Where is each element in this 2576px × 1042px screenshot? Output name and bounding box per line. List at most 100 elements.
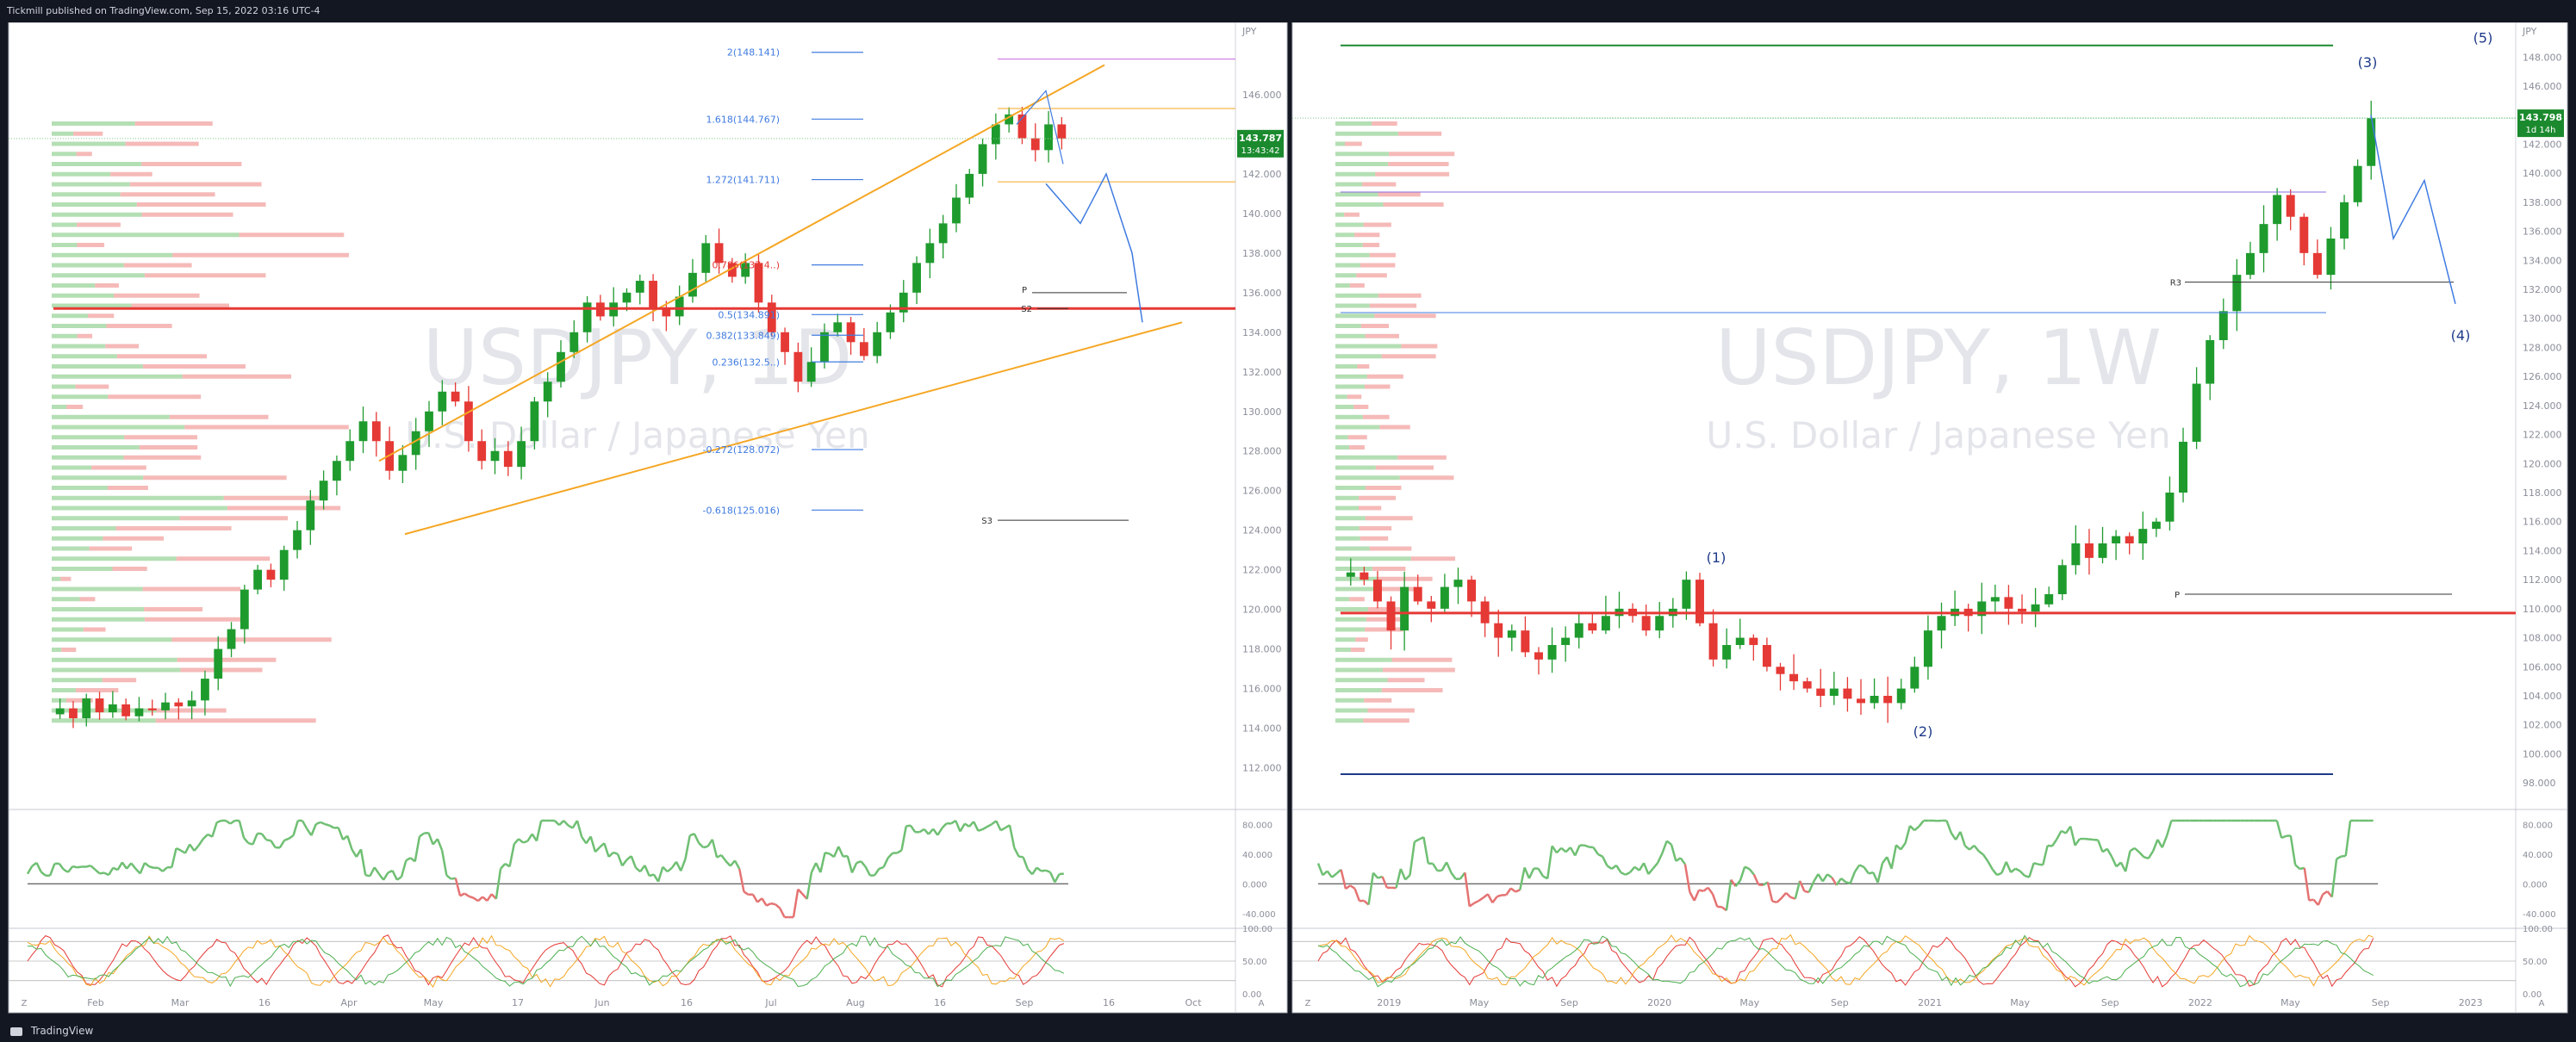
chart-canvas[interactable]: USDJPY, 1D U.S. Dollar / Japanese Yen 146.… — [0, 22, 2576, 1020]
left-chart-rsi-line — [882, 857, 889, 868]
right-chart-volume-profile-bar — [1374, 313, 1436, 319]
right-chart-rsi-line — [2111, 856, 2118, 867]
left-chart-price-tick: 138.000 — [1242, 248, 1282, 259]
right-chart-rsi-line — [1890, 845, 1898, 869]
left-chart-volume-profile-bar — [103, 536, 165, 541]
left-chart-candle-body — [1044, 124, 1053, 151]
left-chart-candle-body — [227, 629, 236, 649]
left-chart-rsi-line — [445, 874, 452, 880]
fib-level-label: 2(148.141) — [727, 47, 780, 59]
right-chart-rsi-line — [1831, 877, 1838, 886]
right-chart-price-tick: 122.000 — [2523, 430, 2562, 441]
right-chart-rsi-line — [1377, 875, 1383, 879]
left-chart-rsi-line — [955, 820, 961, 832]
right-chart-rsi-line — [1730, 878, 1737, 887]
left-chart-rsi-line — [139, 862, 146, 874]
left-chart-rsi-line — [563, 820, 569, 827]
right-chart-candle-body — [2326, 239, 2336, 276]
right-chart-volume-profile-bar — [1363, 718, 1409, 723]
left-chart-volume-profile-bar — [52, 657, 177, 662]
right-chart-candle-body — [1735, 637, 1745, 645]
left-chart-candle-body — [754, 263, 763, 303]
right-chart-rsi-line — [1340, 869, 1347, 890]
left-chart-volume-profile-bar — [52, 536, 103, 541]
right-chart-candle-body — [2273, 195, 2282, 225]
right-chart-volume-profile-bar — [1335, 394, 1347, 400]
right-chart-volume-profile-bar — [1365, 627, 1403, 632]
left-chart-rsi-line — [850, 862, 858, 873]
right-chart-volume-profile-bar — [1335, 141, 1345, 146]
left-chart-volume-profile-bar — [52, 131, 74, 136]
right-chart-watermark-symbol: USDJPY, 1W — [1715, 313, 2162, 402]
right-chart-rsi-line — [1748, 868, 1755, 876]
right-chart-volume-profile-bar — [1369, 252, 1396, 257]
right-chart-stoch-tick: 0.00 — [2523, 990, 2542, 1000]
right-chart-volume-profile-bar — [1382, 667, 1455, 673]
left-chart-rsi-line — [216, 819, 222, 824]
left-chart-currency-label: JPY — [1241, 26, 1257, 37]
right-chart-price-tick: 112.000 — [2523, 574, 2562, 586]
left-chart-price-tick: 112.000 — [1242, 763, 1282, 774]
right-chart-rsi-line — [2322, 890, 2329, 896]
right-chart-rsi-line — [1840, 878, 1847, 884]
right-chart-volume-profile-bar — [1335, 374, 1367, 379]
right-chart-rsi-line — [1996, 871, 2002, 877]
right-chart-rsi-line — [2289, 835, 2297, 865]
right-chart-volume-profile-bar — [1335, 495, 1360, 500]
right-chart-rsi-line — [1798, 880, 1806, 892]
right-chart-rsi-line — [2156, 839, 2163, 848]
right-chart-price-tick: 134.000 — [2523, 255, 2562, 266]
left-chart-candle-body — [991, 124, 1000, 145]
left-chart-volume-profile-bar — [52, 556, 177, 561]
right-chart-volume-profile-bar — [1365, 333, 1399, 338]
left-chart-x-tick: 16 — [681, 997, 693, 1008]
footer-brand: TradingView — [30, 1025, 94, 1037]
right-chart-volume-profile-bar — [1335, 324, 1361, 328]
right-chart-stoch-tick: 50.00 — [2523, 958, 2548, 967]
left-chart-rsi-line — [243, 837, 250, 844]
left-chart-volume-profile-bar — [52, 263, 124, 268]
right-chart-volume-profile-bar — [1356, 273, 1387, 278]
left-chart-volume-profile-bar — [177, 657, 277, 662]
right-chart-rsi-line — [1404, 874, 1411, 881]
right-chart-candle-body — [1521, 630, 1530, 653]
left-chart-rsi-line — [486, 893, 493, 902]
left-chart-rsi-line — [720, 854, 727, 862]
right-chart-volume-profile-bar — [1335, 536, 1360, 541]
left-chart-rsi-line — [473, 896, 479, 902]
left-chart-volume-profile-bar — [83, 627, 106, 632]
left-chart-x-tick: 16 — [258, 997, 271, 1008]
right-chart-volume-profile-bar — [1383, 202, 1444, 207]
left-chart-price-tick: 130.000 — [1242, 406, 1282, 418]
left-chart-volume-profile-bar — [123, 455, 202, 460]
right-chart-rsi-tick: -40.000 — [2523, 910, 2556, 920]
left-chart-rsi-line — [806, 871, 813, 900]
right-chart-volume-profile-bar — [1335, 384, 1365, 389]
right-chart-rsi-line — [2042, 845, 2049, 865]
left-chart-volume-profile-bar — [52, 394, 109, 400]
right-chart-candle-body — [2151, 521, 2161, 530]
right-chart-rsi-line — [2005, 861, 2013, 873]
right-chart-rsi-line — [2161, 835, 2168, 848]
left-chart-x-tick: Jul — [764, 997, 776, 1008]
right-chart-price-tick: 146.000 — [2523, 81, 2562, 92]
right-chart-x-tick: 2021 — [1918, 997, 1942, 1008]
left-chart-volume-profile-bar — [105, 344, 140, 349]
left-chart-candle-body — [147, 708, 157, 710]
left-chart-x-tick: 17 — [512, 997, 524, 1008]
right-chart-price-tick: 110.000 — [2523, 604, 2562, 615]
left-chart-volume-profile-bar — [52, 233, 240, 238]
right-chart-rsi-line — [1780, 892, 1788, 899]
right-chart-candle-body — [1641, 616, 1651, 631]
left-chart-rsi-tick: 40.000 — [1242, 851, 1272, 860]
left-chart-rsi-line — [508, 843, 516, 867]
left-chart-rsi-line — [518, 838, 525, 844]
left-chart-price-tick: 142.000 — [1242, 169, 1282, 180]
left-chart-price-tick: 128.000 — [1242, 446, 1282, 457]
right-chart-volume-profile-bar — [1335, 303, 1370, 308]
right-chart-candle-body — [1883, 696, 1893, 704]
left-chart-rsi-line — [832, 846, 840, 858]
right-chart-rsi-line — [1845, 881, 1851, 885]
right-chart-rsi-line — [2074, 838, 2081, 847]
right-chart-rsi-tick: 80.000 — [2523, 821, 2553, 830]
